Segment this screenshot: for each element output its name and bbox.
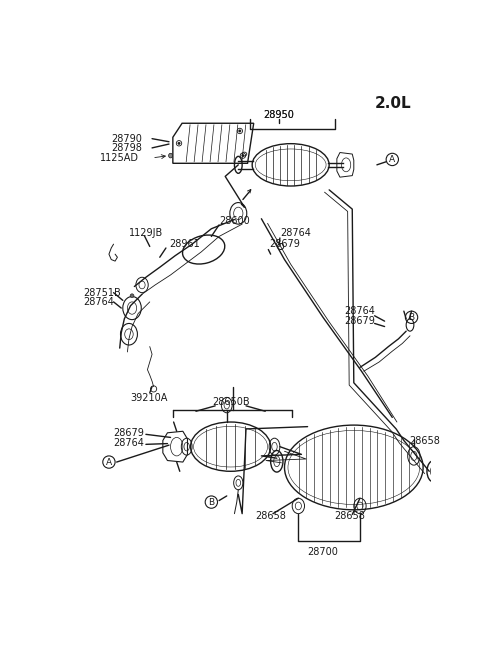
Text: 28600: 28600: [219, 216, 250, 226]
Text: 28764: 28764: [114, 438, 144, 448]
Text: 28700: 28700: [308, 547, 338, 557]
Text: B: B: [208, 498, 215, 506]
Text: 28679: 28679: [269, 239, 300, 249]
Text: A: A: [389, 155, 396, 164]
Text: 28751B: 28751B: [83, 288, 120, 297]
Text: 28764: 28764: [281, 227, 312, 238]
Ellipse shape: [239, 130, 241, 132]
Text: 28679: 28679: [345, 316, 375, 326]
Text: 28658: 28658: [409, 436, 440, 445]
Ellipse shape: [242, 155, 244, 157]
Text: 28650B: 28650B: [212, 397, 250, 407]
Text: 28764: 28764: [345, 306, 375, 316]
Text: 1125AD: 1125AD: [100, 153, 139, 163]
Text: 28798: 28798: [111, 143, 142, 153]
Text: 39210A: 39210A: [131, 393, 168, 403]
Text: 28950: 28950: [264, 110, 295, 120]
Text: 2.0L: 2.0L: [375, 96, 411, 111]
Text: 28764: 28764: [83, 297, 114, 307]
Text: 28658: 28658: [335, 511, 365, 521]
Text: 28961: 28961: [169, 239, 200, 249]
Text: A: A: [106, 458, 112, 466]
Text: 28950: 28950: [264, 110, 295, 120]
Text: 28679: 28679: [114, 428, 144, 438]
Text: 28790: 28790: [111, 134, 142, 143]
Text: 1129JB: 1129JB: [129, 227, 163, 238]
Text: B: B: [408, 313, 415, 322]
Text: 28658: 28658: [255, 511, 286, 521]
Ellipse shape: [168, 153, 172, 158]
Ellipse shape: [178, 142, 180, 145]
Ellipse shape: [130, 294, 134, 297]
